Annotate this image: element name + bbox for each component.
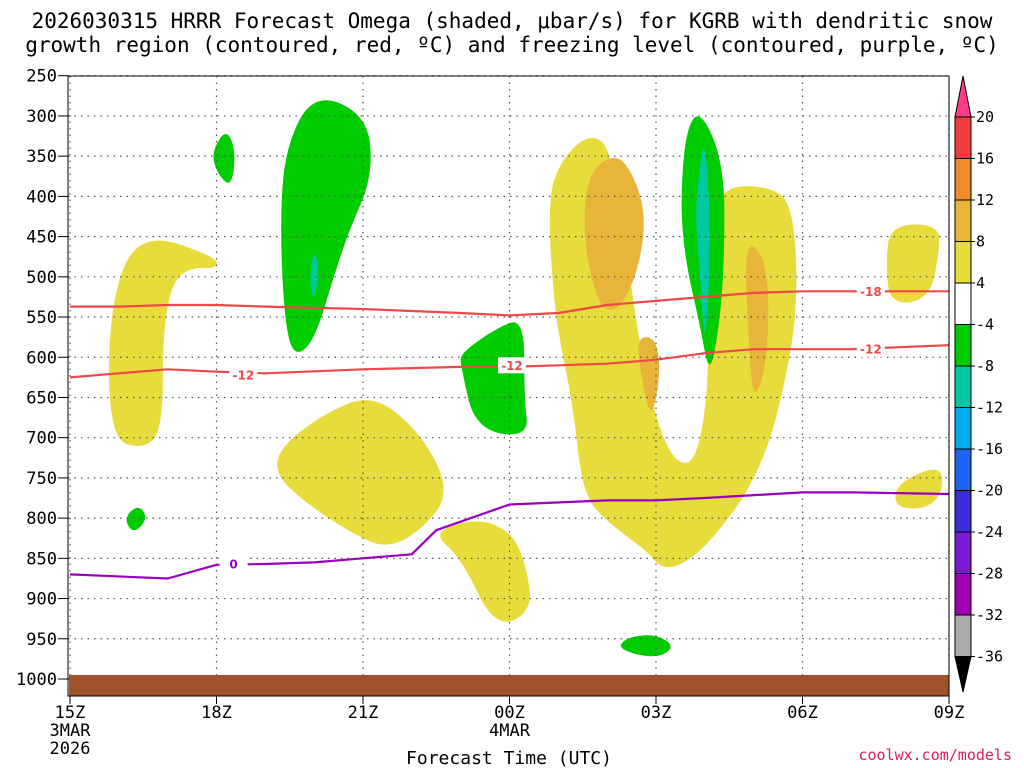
contour-label-bg-freezing-level-0 bbox=[219, 555, 248, 572]
x-tick-label-00Z: 00Z bbox=[494, 703, 525, 723]
y-tick-label-350: 350 bbox=[26, 147, 57, 167]
ground-layer bbox=[69, 674, 949, 696]
omega-region-orange-2 bbox=[638, 337, 660, 411]
y-tick-label-900: 900 bbox=[26, 590, 57, 610]
x-tick-sublabel-00Z: 4MAR bbox=[489, 721, 531, 741]
contour-dgz-minus12 bbox=[69, 344, 950, 379]
omega-region-orange-3 bbox=[745, 246, 769, 393]
chart-title-line-2: growth region (contoured, red, ºC) and f… bbox=[25, 33, 999, 57]
y-tick-label-950: 950 bbox=[26, 630, 57, 650]
omega-region-yellow-0 bbox=[109, 240, 217, 446]
y-tick-label-650: 650 bbox=[26, 388, 57, 408]
temperature-contours: 0 -12 -12 -12 -18 bbox=[69, 283, 950, 580]
colorbar-box-5 bbox=[954, 324, 972, 367]
colorbar-top-arrow bbox=[954, 75, 972, 118]
omega-region-yellow-1 bbox=[277, 400, 444, 545]
y-tick-label-500: 500 bbox=[26, 268, 57, 288]
colorbar-label-7: -12 bbox=[976, 399, 1003, 417]
x-tick-label-15Z: 15Z bbox=[55, 703, 86, 723]
colorbar-label-5: -4 bbox=[976, 316, 994, 334]
omega-region-green-3 bbox=[281, 100, 371, 352]
colorbar-box-10 bbox=[954, 531, 972, 574]
colorbar-box-12 bbox=[954, 614, 972, 657]
omega-region-green-5 bbox=[620, 635, 671, 657]
colorbar-box-8 bbox=[954, 448, 972, 491]
y-tick-label-250: 250 bbox=[26, 67, 57, 87]
omega-region-green-2 bbox=[126, 507, 146, 531]
y-tick-label-450: 450 bbox=[26, 228, 57, 248]
contour-label-dgz-minus12-0: -12 bbox=[233, 368, 255, 382]
y-tick-label-600: 600 bbox=[26, 348, 57, 368]
contour-label-freezing-level-0: 0 bbox=[229, 557, 237, 571]
omega-region-orange-1 bbox=[584, 157, 644, 310]
y-tick-label-800: 800 bbox=[26, 509, 57, 529]
contour-dgz-minus18 bbox=[70, 290, 949, 317]
omega-region-green-4 bbox=[460, 322, 527, 435]
contour-label-bg-dgz-minus12-2 bbox=[856, 341, 885, 358]
colorbar-label-6: -8 bbox=[976, 357, 994, 375]
y-tick-label-1000: 1000 bbox=[16, 670, 57, 690]
y-tick-label-700: 700 bbox=[26, 429, 57, 449]
colorbar-box-2 bbox=[954, 199, 972, 242]
colorbar-label-9: -20 bbox=[976, 482, 1003, 500]
colorbar-box-7 bbox=[954, 407, 972, 450]
colorbar-label-3: 8 bbox=[976, 233, 985, 251]
colorbar-label-4: 4 bbox=[976, 274, 985, 292]
omega-region-yellow-5 bbox=[895, 469, 943, 509]
omega-shaded-regions bbox=[109, 100, 943, 657]
ground-terrain bbox=[69, 674, 949, 696]
omega-region-teal-1 bbox=[310, 254, 318, 298]
x-tick-label-18Z: 18Z bbox=[201, 703, 232, 723]
colorbar-label-0: 20 bbox=[976, 108, 994, 126]
y-axis-ticks: 250 300 350 400 450 500 550 600 650 700 750 800 850 9… bbox=[16, 67, 68, 690]
y-tick-label-300: 300 bbox=[26, 107, 57, 127]
omega-region-yellow-2 bbox=[440, 521, 530, 622]
chart-title-line-1: 2026030315 HRRR Forecast Omega (shaded, … bbox=[32, 9, 993, 33]
y-tick-label-850: 850 bbox=[26, 549, 57, 569]
x-tick-label-09Z: 09Z bbox=[934, 703, 965, 723]
colorbar-label-10: -24 bbox=[976, 523, 1003, 541]
colorbar-box-0 bbox=[954, 116, 972, 159]
colorbar-label-13: -36 bbox=[976, 648, 1003, 666]
colorbar-bottom-arrow bbox=[954, 656, 972, 693]
colorbar: 20 16 12 8 4 -4 -8 -12 -16 -20 -24 -28 -32 -36 bbox=[954, 75, 1003, 693]
colorbar-label-2: 12 bbox=[976, 191, 994, 209]
colorbar-label-1: 16 bbox=[976, 150, 994, 168]
contour-label-bg-dgz-minus12-0 bbox=[229, 366, 258, 383]
colorbar-box-3 bbox=[954, 241, 972, 284]
omega-region-yellow-4 bbox=[886, 224, 940, 303]
colorbar-box-9 bbox=[954, 490, 972, 533]
y-tick-label-550: 550 bbox=[26, 308, 57, 328]
x-tick-year-15Z: 2026 bbox=[50, 739, 91, 759]
x-tick-label-03Z: 03Z bbox=[641, 703, 672, 723]
colorbar-label-12: -32 bbox=[976, 606, 1003, 624]
omega-region-teal-2 bbox=[696, 148, 710, 332]
x-tick-label-21Z: 21Z bbox=[348, 703, 379, 723]
contour-label-dgz-minus12-2: -12 bbox=[860, 343, 882, 357]
colorbar-box-1 bbox=[954, 158, 972, 201]
y-tick-label-400: 400 bbox=[26, 187, 57, 207]
x-tick-label-06Z: 06Z bbox=[787, 703, 818, 723]
omega-region-green-1 bbox=[213, 134, 235, 183]
x-axis-label: Forecast Time (UTC) bbox=[406, 748, 612, 768]
credit-text: coolwx.com/models bbox=[858, 746, 1012, 764]
colorbar-box-11 bbox=[954, 573, 972, 616]
contour-label-dgz-minus12-1: -12 bbox=[501, 359, 523, 373]
y-tick-label-750: 750 bbox=[26, 469, 57, 489]
contour-label-dgz-minus18-0: -18 bbox=[860, 285, 882, 299]
contour-label-bg-dgz-minus18-0 bbox=[856, 283, 885, 300]
colorbar-box-6 bbox=[954, 365, 972, 408]
colorbar-box-4 bbox=[954, 282, 972, 325]
plot-frame bbox=[67, 75, 950, 697]
colorbar-label-11: -28 bbox=[976, 565, 1003, 583]
colorbar-label-8: -16 bbox=[976, 440, 1003, 458]
contour-label-bg-dgz-minus12-1 bbox=[497, 357, 526, 374]
x-tick-sublabel-15Z: 3MAR bbox=[50, 721, 92, 741]
